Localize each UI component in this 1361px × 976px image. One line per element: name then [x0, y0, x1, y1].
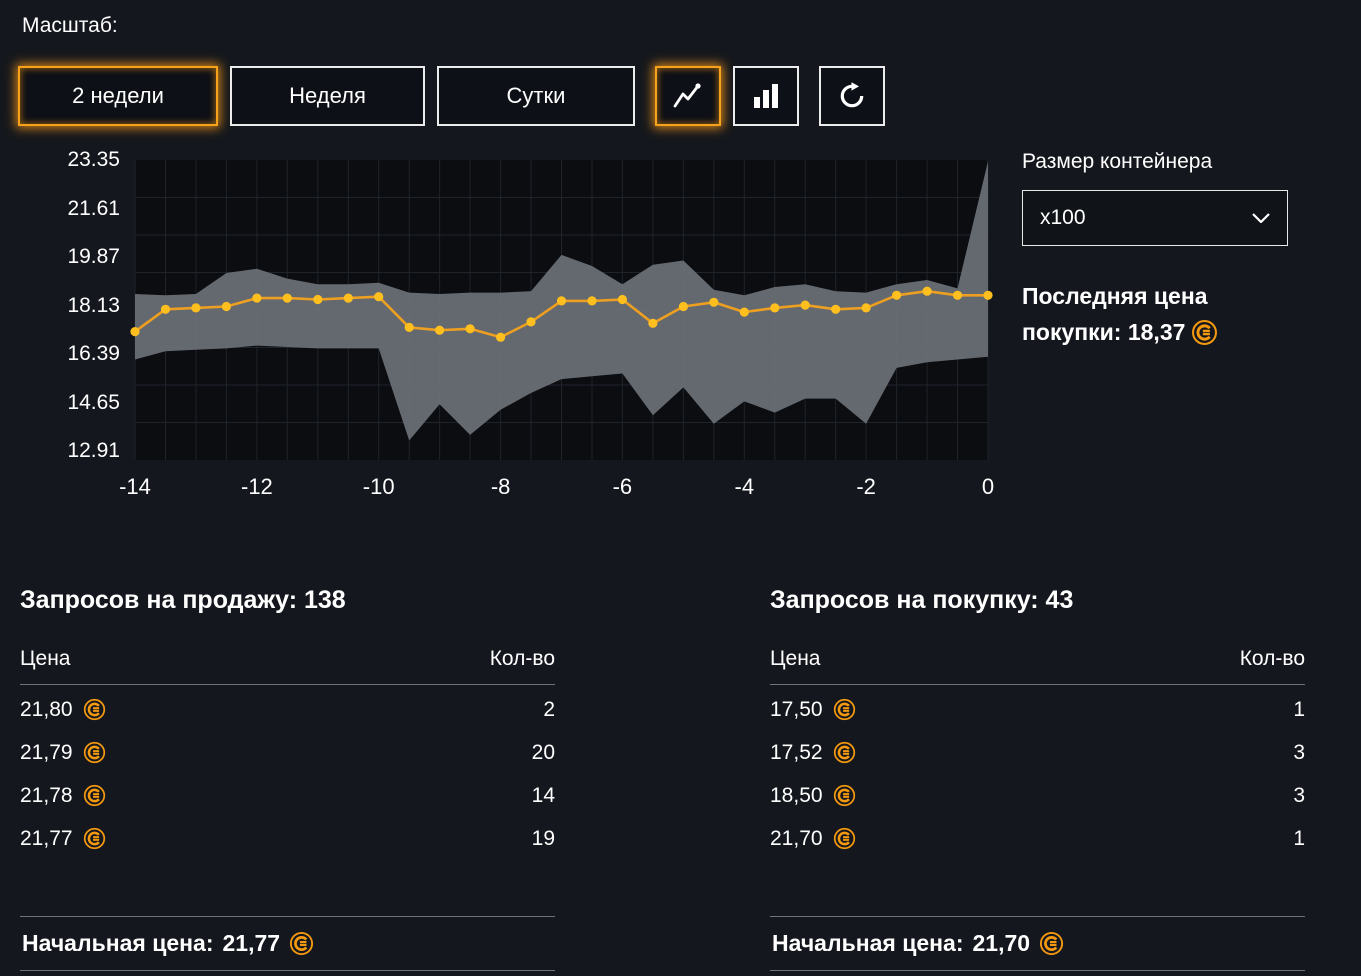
price-column-header: Цена: [20, 647, 71, 670]
last-buy-price-value: 18,37: [1127, 319, 1186, 345]
bar-chart-view-button[interactable]: [733, 66, 799, 126]
start-price-label: Начальная цена:: [22, 930, 214, 956]
start-price-value: 21,77: [222, 930, 281, 956]
order-price: 21,78: [20, 783, 73, 807]
sell-orders-title: Запросов на продажу: 138: [20, 586, 346, 614]
order-qty: 20: [531, 740, 555, 764]
y-tick-label: 23.35: [67, 148, 120, 171]
line-chart-view-button[interactable]: [655, 66, 721, 126]
coin-icon: [1191, 319, 1218, 346]
qty-column-header: Кол-во: [489, 647, 555, 670]
sell-table-header: Цена Кол-во: [20, 641, 555, 685]
container-size-label: Размер контейнера: [1022, 150, 1213, 173]
qty-column-header: Кол-во: [1239, 647, 1305, 670]
sell-order-row: 21,77 19: [20, 817, 555, 860]
refresh-button[interactable]: [819, 66, 885, 126]
start-price-label: Начальная цена:: [772, 930, 964, 956]
x-tick-label: -12: [240, 474, 273, 499]
x-axis-labels: -14 -12 -10 -8 -6 -4 -2 0: [119, 474, 994, 504]
order-price: 17,52: [770, 740, 823, 764]
buy-order-row: 17,50 1: [770, 688, 1305, 731]
buy-start-price: Начальная цена: 21,70: [770, 916, 1305, 971]
coin-icon: [83, 698, 106, 721]
order-qty: 19: [531, 826, 555, 850]
order-qty: 1: [1293, 826, 1305, 850]
coin-icon: [833, 741, 856, 764]
buy-order-row: 21,70 1: [770, 817, 1305, 860]
scale-button-day[interactable]: Сутки: [437, 66, 635, 126]
order-qty: 3: [1293, 783, 1305, 807]
coin-icon: [289, 931, 314, 956]
spacer: [20, 860, 555, 916]
sell-order-row: 21,80 2: [20, 688, 555, 731]
buy-orders-title: Запросов на покупку: 43: [770, 586, 1074, 614]
last-buy-price-label: Последняя цена покупки:: [1022, 283, 1208, 345]
price-column-header: Цена: [770, 647, 821, 670]
buy-order-rows: 17,50 1 17,52 3 18,50 3 21,70 1: [770, 685, 1305, 860]
orders-section: Запросов на продажу: 138 Цена Кол-во 21,…: [20, 586, 1305, 971]
x-tick-label: -2: [856, 474, 876, 499]
bar-chart-icon: [752, 82, 780, 110]
y-tick-label: 16.39: [67, 342, 120, 366]
container-size-select[interactable]: x100: [1022, 190, 1288, 246]
buy-order-row: 17,52 3: [770, 731, 1305, 774]
sell-orders-panel: Запросов на продажу: 138 Цена Кол-во 21,…: [20, 586, 555, 971]
sell-order-row: 21,79 20: [20, 731, 555, 774]
coin-icon: [1039, 931, 1064, 956]
sell-order-rows: 21,80 2 21,79 20 21,78 14 21,77 19: [20, 685, 555, 860]
scale-label: Масштаб:: [22, 14, 118, 37]
toolbar: 2 недели Неделя Сутки: [18, 66, 885, 126]
last-buy-price: Последняя цена покупки: 18,37: [1022, 278, 1274, 350]
x-tick-label: -10: [362, 474, 395, 499]
x-tick-label: 0: [981, 474, 995, 499]
price-history-chart: [130, 160, 993, 460]
buy-table-header: Цена Кол-во: [770, 641, 1305, 685]
y-tick-label: 21.61: [67, 196, 120, 220]
coin-icon: [83, 784, 106, 807]
y-axis-labels: 23.35 21.61 19.87 18.13 16.39 14.65 12.91: [16, 148, 128, 463]
x-tick-label: -6: [612, 474, 633, 499]
order-qty: 14: [531, 783, 555, 807]
refresh-icon: [838, 82, 866, 110]
container-size-value: x100: [1040, 206, 1086, 229]
order-price: 21,79: [20, 740, 73, 764]
coin-icon: [833, 784, 856, 807]
order-price: 18,50: [770, 783, 823, 807]
y-tick-label: 12.91: [67, 439, 120, 463]
order-price: 21,77: [20, 826, 73, 850]
chevron-down-icon: [1252, 213, 1270, 223]
y-tick-label: 18.13: [67, 293, 120, 317]
coin-icon: [833, 827, 856, 850]
scale-button-2weeks[interactable]: 2 недели: [18, 66, 218, 126]
buy-orders-panel: Запросов на покупку: 43 Цена Кол-во 17,5…: [770, 586, 1305, 971]
sell-order-row: 21,78 14: [20, 774, 555, 817]
coin-icon: [83, 827, 106, 850]
start-price-value: 21,70: [972, 930, 1031, 956]
order-qty: 3: [1293, 740, 1305, 764]
y-tick-label: 19.87: [67, 245, 120, 269]
order-price: 21,80: [20, 697, 73, 721]
coin-icon: [83, 741, 106, 764]
order-price: 17,50: [770, 697, 823, 721]
x-tick-label: -4: [734, 474, 755, 499]
order-qty: 1: [1293, 697, 1305, 721]
buy-order-row: 18,50 3: [770, 774, 1305, 817]
y-tick-label: 14.65: [67, 390, 120, 414]
sell-start-price: Начальная цена: 21,77: [20, 916, 555, 971]
x-tick-label: -8: [490, 474, 511, 499]
spacer: [770, 860, 1305, 916]
x-tick-label: -14: [119, 474, 151, 499]
line-chart-icon: [672, 81, 704, 111]
order-qty: 2: [543, 697, 555, 721]
scale-button-week[interactable]: Неделя: [230, 66, 425, 126]
coin-icon: [833, 698, 856, 721]
order-price: 21,70: [770, 826, 823, 850]
